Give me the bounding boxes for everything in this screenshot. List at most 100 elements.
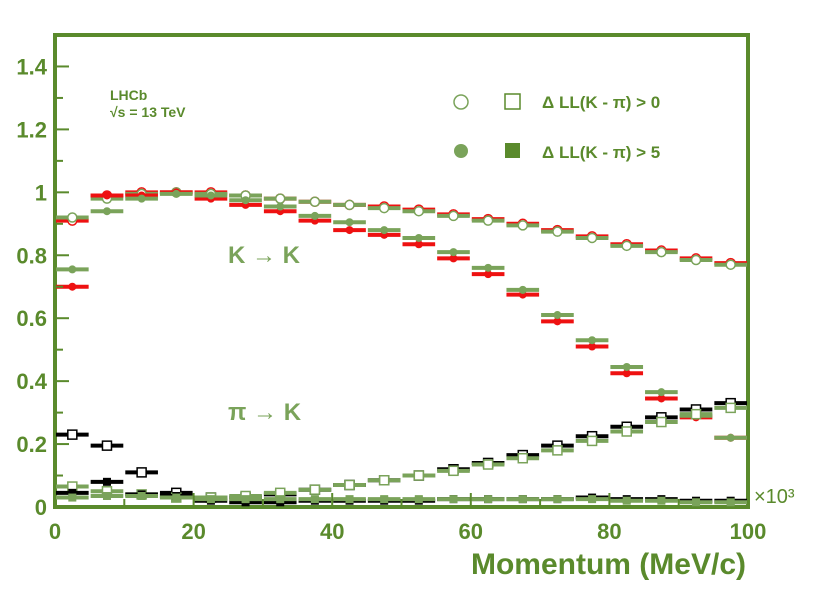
point-marker (380, 495, 389, 504)
x-tick-label: 60 (459, 519, 483, 544)
legend: Δ LL(K - π) > 0 Δ LL(K - π) > 5 (453, 93, 660, 162)
data-point (610, 496, 644, 505)
data-point (56, 265, 89, 274)
data-point (437, 210, 470, 222)
point-marker (726, 498, 735, 507)
y-tick-label: 0.6 (16, 306, 47, 331)
data-point (367, 202, 401, 214)
point-marker (657, 388, 666, 397)
x-tick-label: 100 (730, 519, 767, 544)
data-point (645, 416, 678, 428)
data-point (229, 196, 262, 205)
data-point (333, 199, 366, 211)
point-marker (518, 285, 527, 294)
data-point (714, 498, 747, 507)
point-marker (657, 496, 666, 505)
point-marker (102, 491, 111, 500)
point-marker (309, 484, 321, 495)
data-point (90, 440, 124, 451)
data-point (575, 495, 609, 504)
data-point (402, 495, 436, 504)
y-tick-label: 0.2 (16, 432, 47, 457)
point-marker (68, 282, 77, 291)
data-point (575, 232, 609, 244)
point-marker (68, 493, 77, 502)
data-point (437, 254, 470, 263)
data-point (367, 495, 401, 504)
data-point (471, 459, 505, 470)
point-marker (206, 495, 215, 504)
data-point (56, 212, 89, 223)
x-tick-label: 80 (597, 519, 621, 544)
point-marker (67, 212, 78, 223)
data-point (645, 246, 678, 258)
point-marker (276, 495, 285, 504)
point-marker (552, 445, 563, 456)
x-axis-title: Momentum (MeV/c) (471, 548, 746, 581)
point-marker (553, 317, 562, 326)
data-point (610, 369, 644, 378)
data-point (56, 493, 89, 502)
point-marker (484, 270, 493, 279)
point-marker (449, 248, 458, 257)
y-tick-label: 1.2 (16, 117, 47, 142)
data-point (679, 498, 713, 507)
data-point (333, 218, 366, 227)
point-marker (378, 475, 390, 486)
data-point (263, 193, 297, 204)
point-marker (517, 452, 529, 464)
energy-label: √s = 13 TeV (110, 104, 186, 120)
point-marker (413, 205, 425, 217)
legend-entry-open: Δ LL(K - π) > 0 (542, 93, 660, 112)
point-marker (380, 226, 389, 235)
y-tick-label: 1 (35, 180, 47, 205)
data-point (56, 488, 89, 497)
data-point (541, 226, 574, 237)
point-marker (345, 226, 354, 235)
point-marker (206, 191, 215, 200)
series-2 (56, 188, 747, 442)
point-marker (726, 433, 735, 442)
point-marker (725, 259, 736, 270)
point-marker (172, 493, 181, 502)
point-marker (552, 226, 563, 237)
data-point (714, 433, 747, 442)
data-point (471, 263, 505, 272)
series-5 (56, 402, 747, 503)
point-marker (413, 470, 425, 481)
point-marker (657, 394, 666, 403)
point-marker (172, 189, 181, 198)
legend-open-square-icon (504, 93, 521, 110)
data-point (90, 477, 124, 486)
legend-entry-filled: Δ LL(K - π) > 5 (542, 143, 660, 162)
data-point (437, 248, 470, 257)
data-point (125, 194, 158, 203)
point-marker (725, 402, 736, 414)
point-marker (482, 459, 494, 470)
point-marker (622, 369, 631, 378)
point-marker (484, 495, 493, 504)
data-point (402, 205, 436, 217)
series-1 (56, 187, 747, 270)
annotation-k-to-k: K → K (228, 242, 301, 269)
point-marker (414, 240, 423, 249)
point-marker (310, 211, 319, 220)
data-point (471, 215, 505, 226)
point-marker (136, 467, 147, 478)
point-marker (378, 202, 390, 214)
legend-filled-circle-icon (454, 144, 468, 158)
point-marker (656, 416, 667, 428)
point-marker (414, 495, 423, 504)
data-point (298, 196, 332, 208)
point-marker (586, 232, 598, 244)
point-marker (588, 495, 597, 504)
data-point (402, 470, 436, 481)
data-point (263, 202, 297, 211)
data-point (229, 495, 262, 504)
point-marker (102, 207, 111, 216)
data-point (610, 362, 644, 371)
data-point (575, 435, 609, 447)
data-point (90, 191, 124, 200)
data-point (437, 465, 470, 477)
